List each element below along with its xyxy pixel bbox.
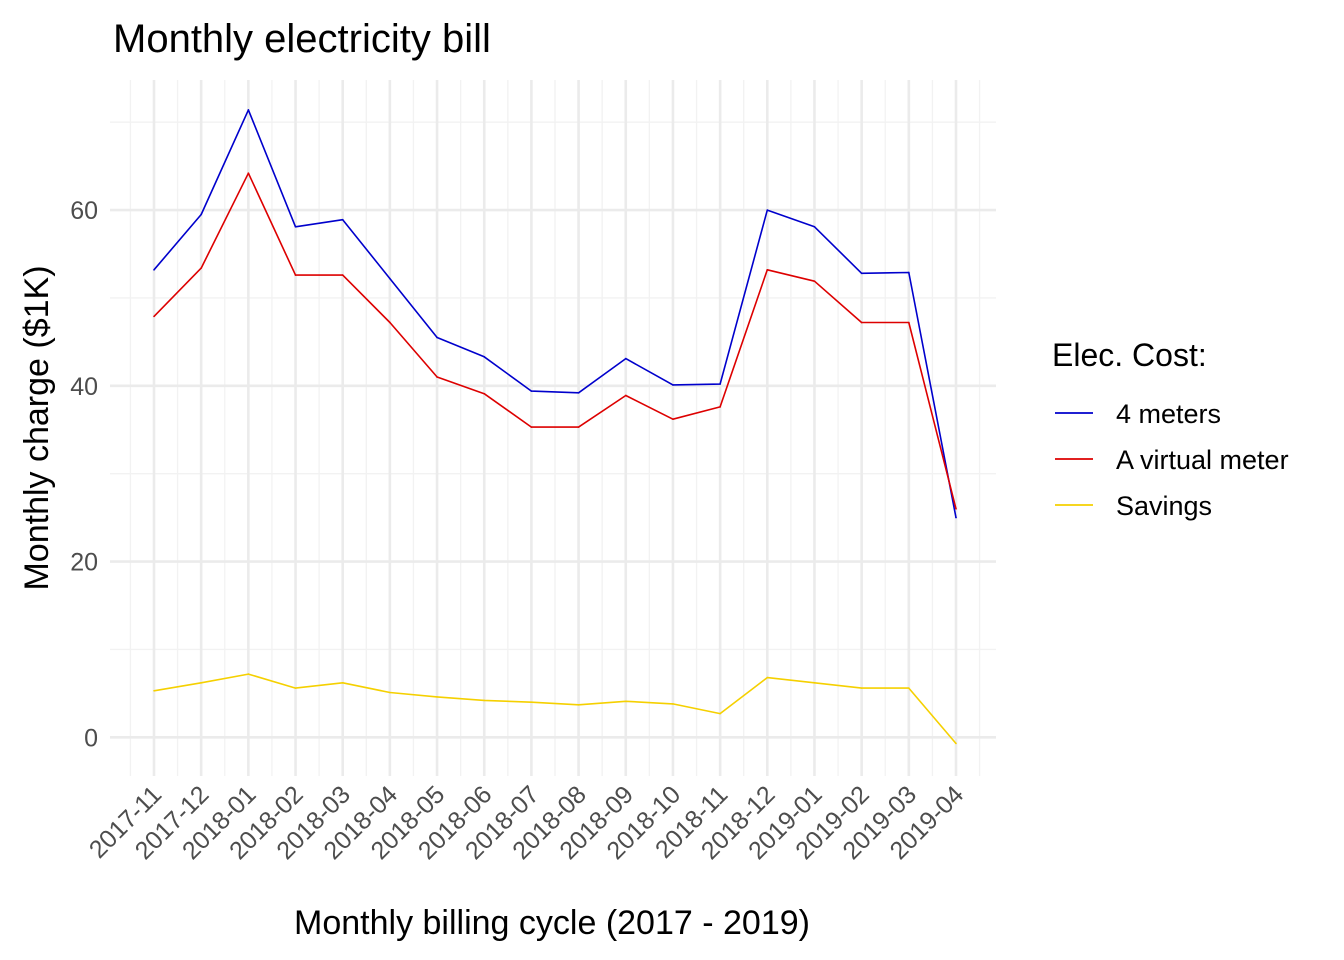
data-point [860, 687, 863, 689]
data-point [813, 682, 816, 684]
data-point [624, 357, 627, 360]
data-point [624, 394, 627, 397]
legend-title: Elec. Cost: [1052, 337, 1207, 373]
data-point [577, 704, 580, 706]
data-point [860, 272, 863, 275]
data-point [436, 696, 438, 698]
data-point [719, 712, 721, 715]
data-point [813, 225, 816, 228]
data-point [530, 426, 533, 428]
data-point [530, 701, 533, 703]
data-point [153, 269, 155, 271]
data-point [530, 390, 533, 392]
minor-gridlines [110, 80, 996, 776]
chart-title: Monthly electricity bill [113, 17, 491, 61]
data-point [200, 213, 202, 216]
data-point [577, 392, 580, 394]
data-point [436, 336, 438, 339]
y-tick-label: 0 [84, 724, 98, 752]
series-line-4-meters [153, 109, 957, 518]
data-point [483, 356, 486, 358]
y-tick-label: 40 [70, 373, 98, 401]
y-axis-ticks: 0 20 40 60 [70, 197, 98, 752]
data-point [294, 225, 297, 228]
legend: Elec. Cost: 4 meters A virtual meter Savin… [1052, 337, 1289, 521]
data-point [247, 673, 250, 675]
x-axis-ticks: 2017-112017-122018-012018-022018-032018-… [84, 780, 969, 865]
data-point [200, 682, 202, 684]
data-point [624, 700, 627, 703]
data-point [389, 277, 391, 280]
legend-label: A virtual meter [1116, 445, 1289, 475]
data-point [247, 172, 250, 174]
data-point [389, 321, 391, 324]
data-point [860, 321, 863, 324]
series-lines [153, 109, 957, 745]
data-point [955, 508, 957, 510]
data-point [389, 691, 391, 694]
y-axis-title: Monthly charge ($1K) [18, 265, 56, 590]
data-point [672, 418, 674, 421]
data-point [719, 383, 721, 385]
data-point [908, 687, 910, 689]
data-point [483, 392, 486, 395]
x-axis-title: Monthly billing cycle (2017 - 2019) [294, 904, 810, 942]
data-point [247, 109, 250, 111]
data-point [153, 315, 155, 318]
data-point [955, 742, 957, 745]
major-gridlines [110, 80, 996, 776]
data-point [294, 687, 297, 689]
y-tick-label: 60 [70, 197, 98, 225]
data-point [672, 384, 674, 386]
data-point [719, 406, 721, 408]
legend-label: 4 meters [1116, 399, 1221, 429]
data-point [200, 267, 202, 269]
data-point [766, 676, 769, 679]
data-point [483, 699, 486, 702]
data-point [294, 274, 297, 276]
legend-label: Savings [1116, 491, 1212, 521]
data-point [955, 516, 957, 519]
data-point [436, 376, 438, 378]
data-point [341, 682, 344, 684]
data-point [341, 274, 344, 276]
data-point [766, 269, 769, 271]
data-point [766, 209, 769, 211]
series-line-savings [153, 673, 957, 745]
data-point [577, 426, 580, 428]
data-point [908, 321, 910, 324]
data-point [672, 703, 674, 705]
legend-items: 4 meters A virtual meter Savings [1055, 399, 1289, 521]
data-point [813, 280, 816, 283]
data-point [341, 218, 344, 221]
data-point [908, 271, 910, 274]
data-point [153, 689, 155, 692]
y-tick-label: 20 [70, 549, 98, 577]
series-line-a-virtual-meter [153, 172, 957, 509]
